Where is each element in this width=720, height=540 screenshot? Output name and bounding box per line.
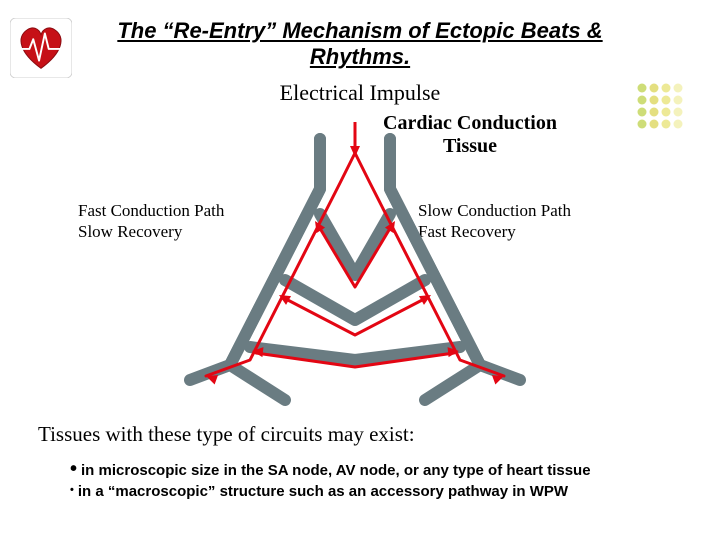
bullet-1-text: in microscopic size in the SA node, AV n… <box>81 462 591 479</box>
bullet-1: •in microscopic size in the SA node, AV … <box>70 462 700 479</box>
bullet-2-text: in a “macroscopic” structure such as an … <box>78 483 568 500</box>
caption-text: Tissues with these type of circuits may … <box>38 422 700 447</box>
bullet-list: •in microscopic size in the SA node, AV … <box>70 462 700 500</box>
reentry-diagram <box>170 120 540 415</box>
slide-title: The “Re-Entry” Mechanism of Ectopic Beat… <box>80 18 640 71</box>
fast-path-line2: Slow Recovery <box>78 222 182 241</box>
heart-logo-icon <box>10 18 72 78</box>
bullet-2: •in a “macroscopic” structure such as an… <box>70 483 700 500</box>
electrical-impulse-label: Electrical Impulse <box>0 80 720 106</box>
